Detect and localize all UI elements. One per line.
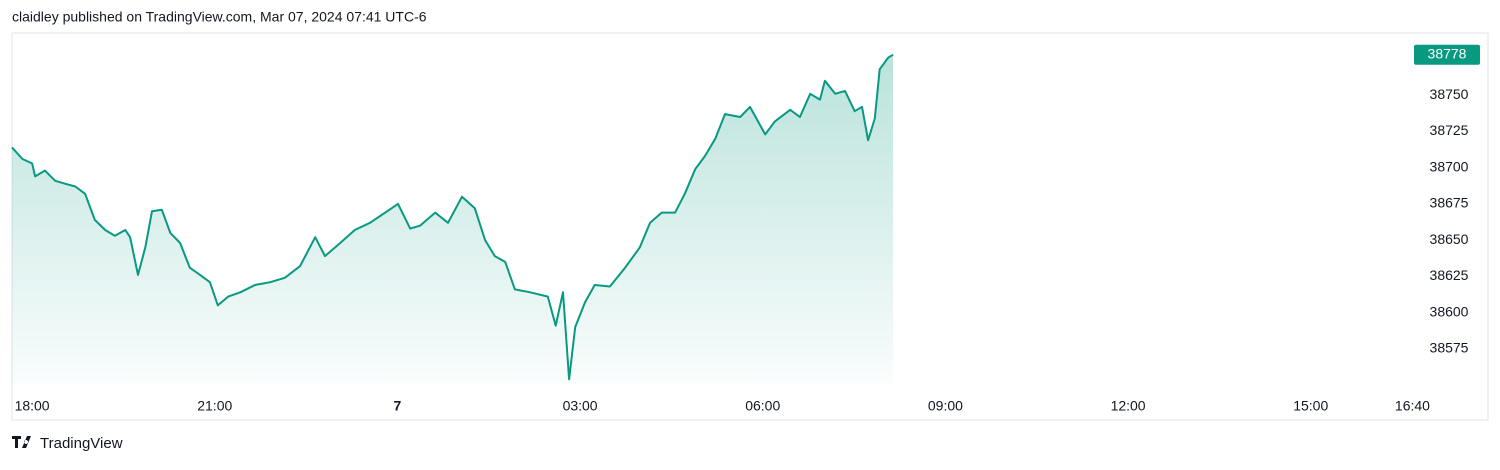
y-tick-label: 38600 (1430, 303, 1469, 319)
x-tick-label: 15:00 (1293, 398, 1328, 414)
last-price-label: 38778 (1428, 45, 1467, 61)
price-line (11, 53, 894, 381)
y-tick-label: 38700 (1430, 158, 1469, 174)
y-tick-label: 38625 (1430, 267, 1469, 283)
x-tick-label: 21:00 (197, 398, 232, 414)
logo (12, 436, 31, 448)
x-tick-label: 09:00 (928, 398, 963, 414)
header: claidley published on TradingView.com, M… (12, 9, 427, 25)
y-tick-label: 38725 (1430, 122, 1469, 138)
footer: TradingView (40, 435, 123, 452)
x-tick-label: 03:00 (563, 398, 598, 414)
x-tick-label: 06:00 (745, 398, 780, 414)
x-tick-label: 12:00 (1111, 398, 1146, 414)
area-fill (12, 54, 894, 385)
y-tick-label: 38675 (1430, 195, 1469, 211)
y-tick-label: 38750 (1430, 86, 1469, 102)
y-tick-label: 38650 (1430, 231, 1469, 247)
last-price-badge (1414, 44, 1480, 65)
x-tick-label: 18:00 (15, 398, 50, 414)
x-tick-label: 16:40 (1395, 398, 1430, 414)
y-tick-label: 38575 (1430, 339, 1469, 355)
x-tick-label: 7 (394, 398, 402, 414)
